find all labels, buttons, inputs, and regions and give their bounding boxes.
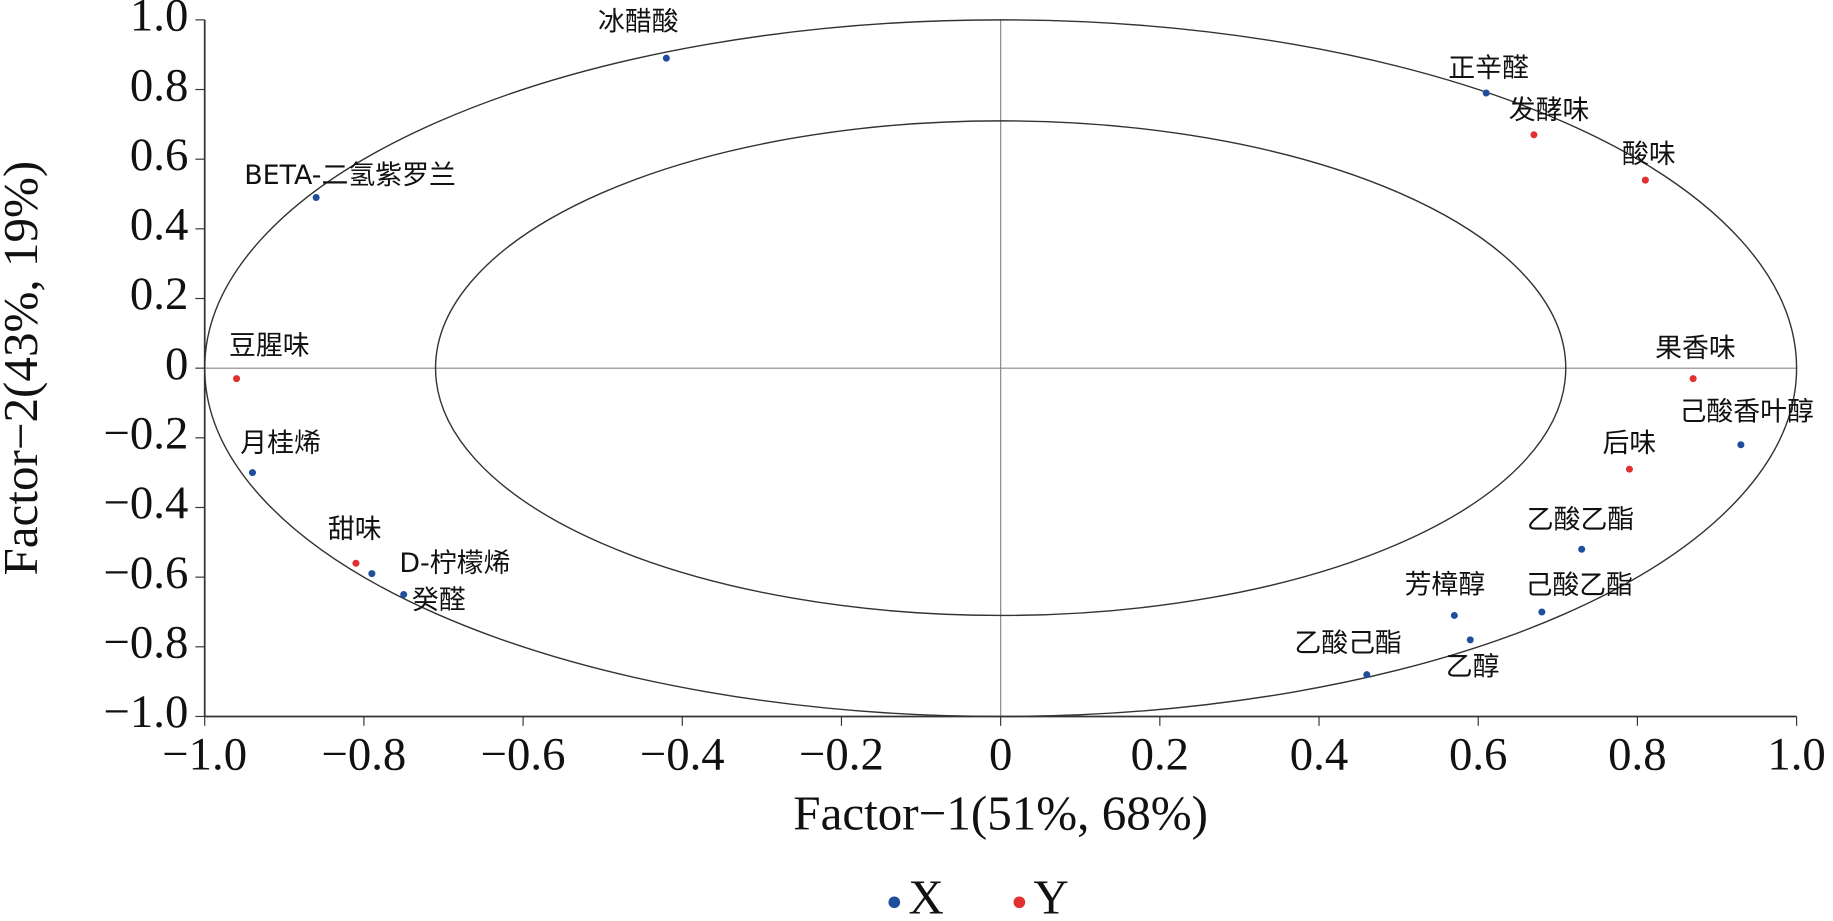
- point: [1737, 441, 1745, 449]
- x-axis-label: Factor−1(51%, 68%): [793, 785, 1208, 840]
- legend-label: X: [908, 870, 943, 921]
- point-label: 酸味: [1622, 139, 1676, 170]
- point-label: 发酵味: [1509, 95, 1590, 126]
- legend-marker: [1013, 896, 1026, 909]
- point-label: 冰醋酸: [598, 7, 679, 38]
- point-label: 乙酸己酯: [1294, 628, 1402, 659]
- point-label: BETA-二氢紫罗兰: [244, 160, 456, 191]
- x-tick-label: 1.0: [1767, 728, 1825, 780]
- y-tick-label: 0.6: [130, 129, 188, 181]
- point: [248, 469, 256, 477]
- point: [1689, 375, 1697, 383]
- point-label: 乙酸乙酯: [1527, 505, 1635, 536]
- y-axis-label: Factor−2(43%, 19%): [0, 161, 48, 576]
- correlation-ellipse: [434, 120, 1567, 617]
- x-tick-label: 0.6: [1449, 728, 1507, 780]
- point-label: 果香味: [1655, 333, 1736, 364]
- x-tick-label: −0.6: [481, 728, 566, 780]
- legend-label: Y: [1033, 870, 1068, 921]
- point: [1450, 611, 1458, 619]
- x-tick-label: −0.4: [640, 728, 725, 780]
- y-tick-label: −0.2: [104, 408, 189, 460]
- x-tick-label: −0.2: [799, 728, 884, 780]
- point-label: 正辛醛: [1448, 53, 1529, 84]
- y-tick-label: 1.0: [130, 0, 188, 42]
- point: [352, 559, 360, 567]
- point-label: 癸醛: [412, 585, 466, 616]
- x-tick-label: 0.8: [1608, 728, 1666, 780]
- x-tick-label: 0.2: [1131, 728, 1189, 780]
- y-tick-label: −0.8: [104, 617, 189, 669]
- legend-marker: [888, 896, 901, 909]
- point: [1530, 131, 1538, 139]
- point-label: 甜味: [328, 514, 382, 545]
- point: [1641, 176, 1649, 184]
- point: [1625, 465, 1633, 473]
- y-tick-label: −0.4: [104, 477, 189, 529]
- point-label: 豆腥味: [229, 331, 310, 362]
- point: [662, 54, 670, 62]
- point: [1538, 608, 1546, 616]
- y-tick-label: −0.6: [104, 547, 189, 599]
- point: [1363, 671, 1371, 679]
- point: [233, 375, 241, 383]
- x-tick-label: 0: [989, 728, 1012, 780]
- y-tick-label: 0.8: [130, 59, 188, 111]
- x-tick-label: −0.8: [321, 728, 406, 780]
- point-label: 后味: [1603, 428, 1657, 459]
- point-label: 月桂烯: [240, 428, 321, 459]
- point-label: 乙醇: [1446, 651, 1500, 682]
- point-label: 己酸乙酯: [1526, 570, 1634, 601]
- y-tick-label: −1.0: [104, 686, 189, 738]
- point: [400, 591, 408, 599]
- point-label: 芳樟醇: [1405, 570, 1486, 601]
- point: [1482, 89, 1490, 97]
- y-tick-label: 0.4: [130, 199, 188, 251]
- point: [1578, 545, 1586, 553]
- x-tick-label: −1.0: [162, 728, 247, 780]
- y-tick-label: 0: [165, 338, 188, 390]
- point: [312, 193, 320, 202]
- y-tick-label: 0.2: [130, 268, 188, 320]
- point-label: 己酸香叶醇: [1680, 397, 1814, 428]
- point-label: D-柠檬烯: [399, 548, 510, 579]
- x-tick-label: 0.4: [1290, 728, 1348, 780]
- point: [1466, 636, 1474, 644]
- point: [368, 570, 376, 578]
